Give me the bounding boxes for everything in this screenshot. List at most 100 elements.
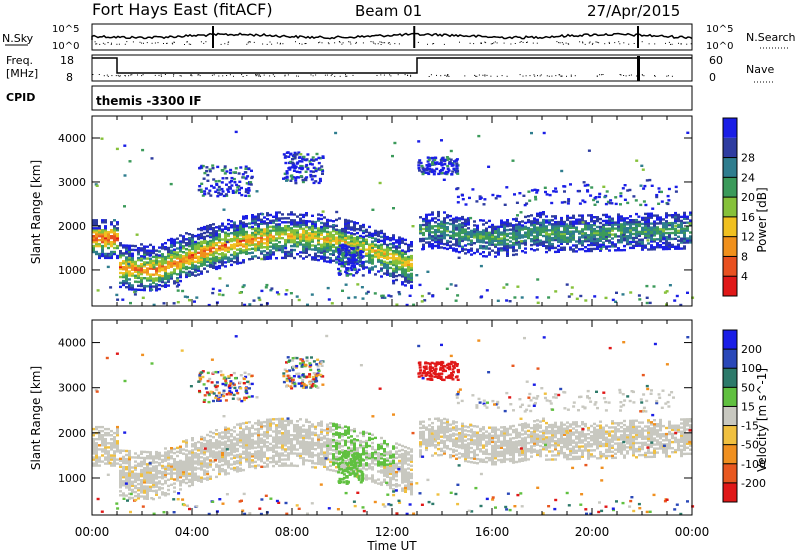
range-gate-cell [608, 221, 611, 224]
range-gate-cell [289, 292, 293, 295]
range-gate-cell [581, 248, 584, 251]
range-gate-cell [548, 248, 551, 252]
range-gate-cell [452, 225, 455, 228]
range-gate-cell [356, 237, 359, 241]
range-gate-cell [392, 267, 395, 271]
range-gate-cell [377, 230, 380, 234]
range-gate-cell [317, 229, 320, 232]
range-gate-cell [257, 228, 260, 232]
range-gate-cell [353, 259, 357, 262]
range-gate-cell [377, 238, 380, 241]
range-gate-cell [200, 240, 203, 244]
range-gate-cell [167, 278, 170, 281]
range-gate-cell [110, 458, 113, 461]
range-gate-cell [218, 264, 221, 268]
range-gate-cell [347, 231, 350, 234]
range-gate-cell [227, 228, 230, 232]
range-gate-cell [122, 467, 125, 471]
range-gate-cell [464, 238, 467, 241]
range-gate-cell [347, 225, 350, 228]
range-gate-cell [92, 229, 95, 232]
range-gate-cell [305, 176, 309, 179]
range-gate-cell [161, 458, 164, 462]
range-gate-cell [215, 429, 218, 432]
range-gate-cell [221, 451, 224, 454]
range-gate-cell [182, 237, 185, 240]
range-gate-cell [95, 442, 98, 445]
range-gate-cell [113, 460, 116, 463]
range-gate-cell [299, 164, 303, 168]
range-gate-cell [125, 256, 128, 259]
range-gate-cell [244, 167, 248, 170]
range-gate-cell [389, 246, 392, 250]
range-gate-cell [425, 213, 428, 217]
range-gate-cell [206, 478, 209, 481]
nsearch-dot [588, 42, 590, 44]
range-gate-cell [290, 211, 293, 214]
range-gate-cell [207, 303, 211, 307]
range-gate-cell [209, 463, 212, 466]
range-gate-cell [332, 227, 335, 231]
range-gate-cell [404, 272, 407, 275]
range-gate-cell [194, 460, 197, 463]
range-gate-cell [140, 270, 143, 274]
range-gate-cell [200, 448, 203, 451]
range-gate-cell [608, 245, 611, 248]
nsearch-dot [459, 41, 460, 43]
range-gate-cell [539, 233, 542, 236]
range-gate-cell [197, 237, 200, 241]
range-gate-cell [233, 221, 236, 224]
range-gate-cell [155, 481, 158, 484]
range-gate-cell [155, 467, 158, 470]
range-gate-cell [560, 169, 564, 173]
range-gate-cell [671, 227, 674, 231]
nave-dot [486, 74, 488, 76]
range-gate-cell [518, 244, 521, 248]
range-gate-cell [285, 151, 289, 154]
range-gate-cell [197, 255, 200, 258]
range-gate-cell [506, 234, 509, 238]
range-gate-cell [503, 221, 506, 224]
range-gate-cell [234, 130, 238, 134]
range-gate-cell [134, 466, 137, 469]
range-gate-cell [110, 235, 113, 238]
range-gate-cell [98, 434, 101, 437]
nave-dot [259, 75, 261, 77]
range-gate-cell [185, 443, 188, 446]
range-gate-cell [368, 245, 371, 248]
range-gate-cell [293, 225, 296, 228]
range-gate-cell [134, 248, 137, 252]
range-gate-cell [297, 151, 301, 154]
range-gate-cell [431, 243, 434, 246]
range-gate-cell [221, 437, 224, 440]
range-gate-cell [644, 232, 647, 235]
range-gate-cell [245, 460, 248, 463]
range-gate-cell [395, 253, 398, 256]
range-gate-cell [482, 233, 485, 236]
range-gate-cell [470, 239, 473, 242]
range-gate-cell [320, 255, 323, 258]
range-gate-cell [206, 252, 209, 255]
range-gate-cell [200, 441, 203, 445]
range-gate-cell [164, 479, 167, 483]
range-gate-cell [479, 232, 482, 236]
range-gate-cell [524, 233, 527, 236]
range-gate-cell [284, 254, 287, 258]
range-gate-cell [647, 236, 650, 239]
range-gate-cell [155, 493, 158, 496]
range-gate-cell [149, 473, 152, 476]
range-gate-cell [332, 233, 335, 237]
range-gate-cell [566, 240, 569, 243]
range-gate-cell [557, 220, 560, 224]
range-gate-cell [683, 235, 686, 238]
range-gate-cell [314, 258, 317, 261]
range-gate-cell [146, 269, 149, 272]
range-gate-cell [197, 188, 201, 192]
range-gate-cell [264, 286, 268, 289]
range-gate-cell [647, 248, 650, 251]
range-gate-cell [287, 238, 290, 242]
range-gate-cell [305, 220, 308, 223]
range-gate-cell [534, 198, 538, 201]
range-gate-cell [200, 226, 203, 230]
